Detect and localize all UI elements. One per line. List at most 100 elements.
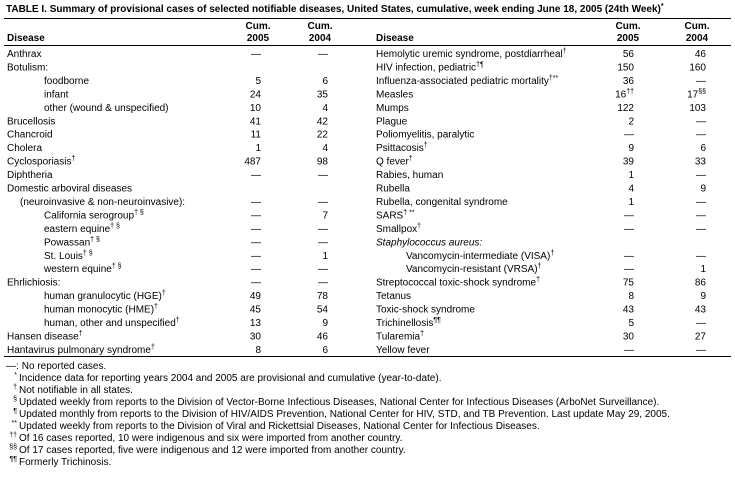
note-mark: † [417, 223, 421, 230]
disease-name-text: Hemolytic uremic syndrome, postdiarrheal [376, 49, 563, 60]
cum-2004-text: 22 [317, 130, 329, 141]
cum-2004-text: — [696, 345, 706, 356]
cum-2005-text: 1 [628, 170, 634, 181]
cum-2005: — [624, 130, 634, 141]
disease-name-text: human, other and unspecified [44, 318, 176, 329]
cum-2004: 46 [317, 331, 329, 342]
note-mark: †** [549, 75, 559, 82]
column-header: Cum. [685, 21, 710, 32]
disease-name: Mumps [376, 103, 409, 114]
cum-2005: 5 [628, 318, 634, 329]
disease-name: Diphtheria [7, 170, 53, 181]
cum-2005-text: 30 [250, 331, 262, 342]
column-header: Cum. [246, 21, 271, 32]
note-mark: † § [83, 250, 93, 257]
disease-name-text: Domestic arboviral diseases [7, 184, 132, 195]
footnote-text: Updated weekly from reports to the Divis… [19, 397, 659, 408]
disease-name-text: Toxic-shock syndrome [376, 305, 475, 316]
cum-2004: — [318, 224, 328, 235]
cum-2005-text: 36 [623, 76, 635, 87]
disease-name-text: Vancomycin-intermediate (VISA) [406, 251, 550, 262]
cum-2004: 54 [317, 305, 329, 316]
column-header: 2004 [309, 33, 332, 44]
cum-2005: — [251, 251, 261, 262]
cum-2005-text: 5 [628, 318, 634, 329]
cum-2005-text: 2 [628, 116, 634, 127]
disease-name: Hansen disease† [7, 330, 83, 342]
cum-2005-text: 10 [250, 103, 262, 114]
cum-2005-text: 11 [251, 130, 262, 141]
cum-2005-text: 24 [250, 89, 262, 100]
cum-2005-text: — [624, 264, 634, 275]
disease-name: Smallpox† [376, 223, 421, 235]
cum-2004: — [318, 197, 328, 208]
cum-2005-text: — [251, 251, 261, 262]
cum-2004-text: — [696, 224, 706, 235]
cum-2005: 56 [623, 49, 635, 60]
cum-2005: 39 [623, 157, 635, 168]
column-header: 2005 [247, 33, 270, 44]
cum-2005: — [624, 224, 634, 235]
footnote-text: Incidence data for reporting years 2004 … [19, 373, 441, 384]
cum-2004: 78 [317, 291, 329, 302]
cum-2004-text: — [318, 278, 328, 289]
cum-2004: — [696, 251, 706, 262]
note-mark: †† [626, 88, 634, 95]
disease-name-text: Hansen disease [7, 331, 79, 342]
cum-2005: — [251, 237, 261, 248]
cum-2004: — [318, 278, 328, 289]
cum-2004: 35 [317, 89, 329, 100]
cum-2004: 33 [695, 157, 707, 168]
cum-2004-text: — [318, 49, 328, 60]
disease-name: other (wound & unspecified) [44, 103, 169, 114]
cum-2004-text: — [696, 130, 706, 141]
disease-name-text: SARS [376, 210, 404, 221]
cum-2005-text: 150 [617, 62, 634, 73]
cum-2005: 30 [623, 331, 635, 342]
cum-2004: 1 [322, 251, 328, 262]
cum-2004: 17§§ [687, 88, 706, 100]
cum-2004: 9 [700, 291, 706, 302]
cum-2005-text: — [251, 278, 261, 289]
footnote-text: Updated weekly from reports to the Divis… [19, 421, 540, 432]
footnote-symbol: §§ [9, 444, 17, 451]
cum-2005: 45 [250, 305, 262, 316]
footnote-symbol: * [14, 372, 17, 379]
cum-2005: 150 [617, 62, 634, 73]
cum-2004: 9 [700, 184, 706, 195]
disease-name: Staphylococcus aureus: [376, 237, 482, 248]
cum-2005-text: 30 [623, 331, 635, 342]
cum-2005: 49 [250, 291, 262, 302]
cum-2004: — [318, 264, 328, 275]
disease-name: (neuroinvasive & non-neuroinvasive): [20, 197, 185, 208]
disease-name: Powassan† § [44, 236, 100, 248]
disease-name-text: Hantavirus pulmonary syndrome [7, 345, 151, 356]
cum-2005: 43 [623, 305, 635, 316]
cum-2005: 10 [250, 103, 262, 114]
cum-2005-text: 8 [628, 291, 634, 302]
cum-2005: 8 [255, 345, 261, 356]
disease-name: infant [44, 89, 69, 100]
footnote: —: No reported cases. [6, 361, 106, 372]
disease-name-text: Trichinellosis [376, 318, 433, 329]
column-header: Disease [376, 33, 414, 44]
disease-name-text: Plague [376, 116, 408, 127]
disease-name-text: Streptococcal toxic-shock syndrome [376, 278, 537, 289]
note-mark: † [563, 48, 567, 55]
cum-2004-text: — [318, 197, 328, 208]
cum-2005: 2 [628, 116, 634, 127]
table-title-text: TABLE I. Summary of provisional cases of… [6, 4, 661, 15]
note-mark: † [420, 330, 424, 337]
disease-name-text: Yellow fever [376, 345, 430, 356]
cum-2004-text: 42 [317, 116, 329, 127]
cum-2005: — [624, 251, 634, 262]
disease-name-text: eastern equine [44, 224, 111, 235]
cum-2004-text: 4 [322, 143, 328, 154]
disease-name: Botulism: [7, 62, 48, 73]
cum-2004-text: 6 [322, 345, 328, 356]
cum-2005-text: 49 [250, 291, 262, 302]
cum-2004-text: 1 [700, 264, 706, 275]
note-mark: † [424, 142, 428, 149]
column-header-text: Disease [376, 33, 414, 44]
disease-name-text: Psittacosis [376, 143, 424, 154]
